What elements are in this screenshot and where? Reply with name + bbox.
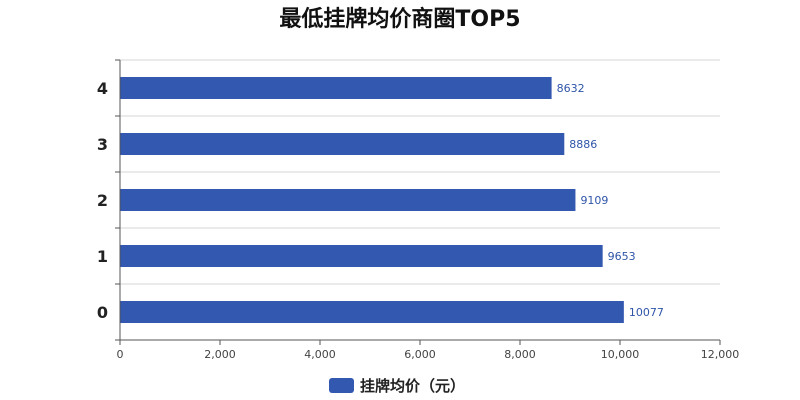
bar [120, 245, 603, 267]
data-label: 8632 [557, 82, 585, 95]
x-tick-label: 0 [117, 348, 124, 361]
legend[interactable]: 挂牌均价（元） [329, 377, 465, 395]
data-label: 9109 [580, 194, 608, 207]
chart-title: 最低挂牌均价商圈TOP5 [279, 6, 520, 32]
x-tick-label: 2,000 [204, 348, 236, 361]
y-tick-label: 2 [97, 191, 108, 210]
x-tick-label: 6,000 [404, 348, 436, 361]
x-tick-label: 8,000 [504, 348, 536, 361]
x-tick-label: 4,000 [304, 348, 336, 361]
bar [120, 189, 576, 211]
bar [120, 133, 565, 155]
y-tick-label: 1 [97, 247, 108, 266]
bar [120, 301, 624, 323]
grid [120, 59, 720, 285]
y-tick-label: 3 [97, 135, 108, 154]
data-label: 10077 [629, 306, 664, 319]
axes: 0 2,000 4,000 6,000 8,000 10,000 12,000 0 1 2 3 4 [97, 59, 740, 361]
bars: 10077 9653 9109 8886 8632 [120, 77, 664, 323]
legend-swatch [329, 378, 354, 393]
x-tick-label: 12,000 [701, 348, 740, 361]
bar [120, 77, 552, 99]
legend-label: 挂牌均价（元） [360, 377, 465, 395]
y-tick-label: 4 [97, 79, 108, 98]
data-label: 8886 [569, 138, 597, 151]
x-tick-label: 10,000 [601, 348, 640, 361]
y-tick-label: 0 [97, 303, 108, 322]
data-label: 9653 [608, 250, 636, 263]
